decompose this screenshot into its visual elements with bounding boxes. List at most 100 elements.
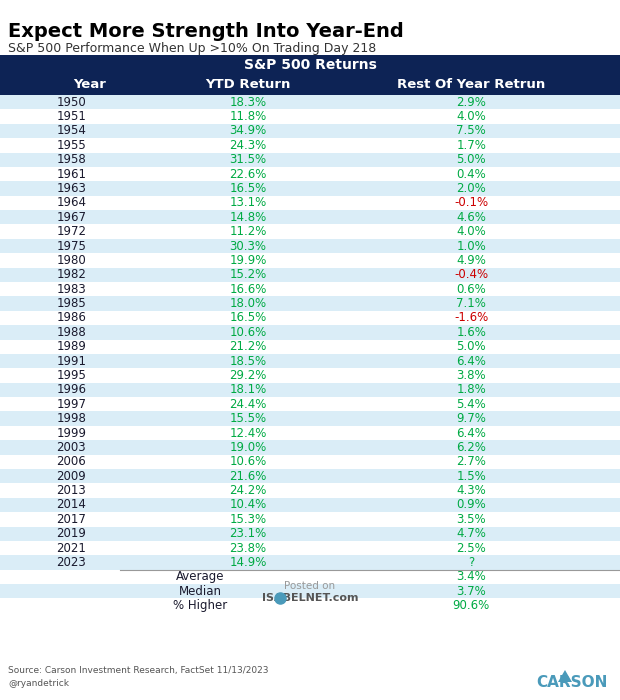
Text: 1.5%: 1.5% [456,470,486,483]
Text: Source: Carson Investment Research, FactSet 11/13/2023
@ryandetrick: Source: Carson Investment Research, Fact… [8,666,268,688]
Bar [0,598,620,612]
Text: 4.7%: 4.7% [456,527,486,540]
Bar [0,484,620,498]
Text: 1954: 1954 [56,125,86,137]
Text: 1985: 1985 [56,297,86,310]
Text: 2003: 2003 [56,441,86,454]
Text: S&P 500 Performance When Up >10% On Trading Day 218: S&P 500 Performance When Up >10% On Trad… [8,42,376,55]
Text: 23.8%: 23.8% [229,542,267,554]
Text: 4.6%: 4.6% [456,211,486,224]
Text: Expect More Strength Into Year-End: Expect More Strength Into Year-End [8,22,404,41]
Text: 7.5%: 7.5% [456,125,486,137]
Bar [0,75,620,95]
Text: 10.6%: 10.6% [229,326,267,339]
Text: 24.2%: 24.2% [229,484,267,497]
Text: 1999: 1999 [56,426,86,440]
Bar [0,555,620,570]
Text: 29.2%: 29.2% [229,369,267,382]
Bar [0,454,620,469]
Text: 18.0%: 18.0% [229,297,267,310]
Bar [0,512,620,526]
Bar [0,95,620,109]
Bar [0,469,620,484]
Bar [0,153,620,167]
Text: 1995: 1995 [56,369,86,382]
Text: 1982: 1982 [56,268,86,281]
Text: 1975: 1975 [56,239,86,253]
Text: 1989: 1989 [56,340,86,354]
Bar [0,426,620,440]
Text: 1964: 1964 [56,197,86,209]
Text: 1972: 1972 [56,225,86,238]
Text: 2021: 2021 [56,542,86,554]
Text: 1950: 1950 [56,96,86,108]
Text: 4.3%: 4.3% [456,484,486,497]
Bar [0,368,620,383]
Text: 2006: 2006 [56,455,86,468]
Text: 2.0%: 2.0% [456,182,486,195]
Text: 4.9%: 4.9% [456,254,486,267]
Bar [0,225,620,239]
Text: 2017: 2017 [56,513,86,526]
Text: 6.4%: 6.4% [456,355,486,368]
Text: -1.6%: -1.6% [454,312,489,324]
Text: 1986: 1986 [56,312,86,324]
Bar [0,340,620,354]
Text: 2019: 2019 [56,527,86,540]
Bar [0,584,620,598]
Text: 1.7%: 1.7% [456,139,486,152]
Bar [0,541,620,555]
Bar [0,109,620,124]
Text: 1958: 1958 [56,153,86,166]
Text: 15.3%: 15.3% [229,513,267,526]
Text: ISABELNET.com: ISABELNET.com [262,593,358,603]
Text: 11.2%: 11.2% [229,225,267,238]
Text: 18.5%: 18.5% [229,355,267,368]
Bar [0,397,620,412]
Text: 6.2%: 6.2% [456,441,486,454]
Text: 10.6%: 10.6% [229,455,267,468]
Text: 1997: 1997 [56,398,86,411]
Text: 7.1%: 7.1% [456,297,486,310]
Text: 0.9%: 0.9% [456,498,486,512]
Text: 2014: 2014 [56,498,86,512]
Text: 3.7%: 3.7% [456,584,486,598]
Text: ?: ? [468,556,474,569]
Text: 2023: 2023 [56,556,86,569]
Text: Median: Median [179,584,221,598]
Text: 30.3%: 30.3% [229,239,267,253]
Text: 2.7%: 2.7% [456,455,486,468]
Text: 5.0%: 5.0% [456,153,486,166]
Bar [0,167,620,181]
Bar [0,267,620,282]
Text: 1998: 1998 [56,412,86,425]
Text: S&P 500 Returns: S&P 500 Returns [244,58,376,72]
Text: 1967: 1967 [56,211,86,224]
Bar [0,311,620,325]
Polygon shape [558,670,572,682]
Text: 1991: 1991 [56,355,86,368]
Bar [0,383,620,397]
Text: 1.8%: 1.8% [456,384,486,396]
Text: 16.5%: 16.5% [229,312,267,324]
Text: 18.3%: 18.3% [229,96,267,108]
Bar [0,526,620,541]
Text: 21.6%: 21.6% [229,470,267,483]
Text: 2009: 2009 [56,470,86,483]
Text: 15.2%: 15.2% [229,268,267,281]
Text: 11.8%: 11.8% [229,110,267,123]
Bar [0,55,620,75]
Text: 5.0%: 5.0% [456,340,486,354]
Text: 5.4%: 5.4% [456,398,486,411]
Text: 2013: 2013 [56,484,86,497]
Text: 14.9%: 14.9% [229,556,267,569]
Text: 18.1%: 18.1% [229,384,267,396]
Text: 6.4%: 6.4% [456,426,486,440]
Bar [0,570,620,584]
Text: -0.4%: -0.4% [454,268,489,281]
Text: 0.4%: 0.4% [456,167,486,181]
Bar [0,181,620,196]
Text: 19.0%: 19.0% [229,441,267,454]
Text: 31.5%: 31.5% [229,153,267,166]
Bar [0,440,620,454]
